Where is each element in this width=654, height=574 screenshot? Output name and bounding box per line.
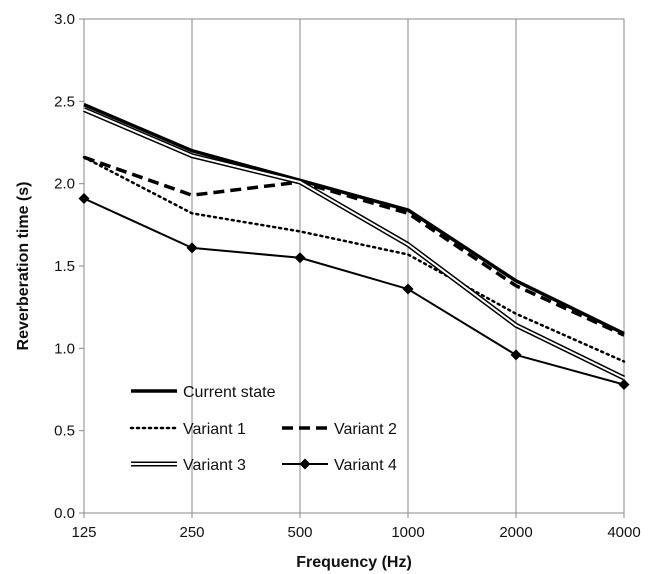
legend-item: Current state bbox=[131, 384, 276, 401]
x-tick-label: 250 bbox=[179, 524, 204, 541]
legend-label: Variant 4 bbox=[334, 457, 397, 474]
x-tick-label: 4000 bbox=[607, 524, 640, 541]
x-tick-labels: 125 250 500 1000 2000 4000 bbox=[71, 524, 640, 541]
x-tick-label: 1000 bbox=[391, 524, 424, 541]
data-point-diamond bbox=[78, 192, 90, 204]
legend-label: Variant 1 bbox=[183, 421, 246, 438]
legend-item: Variant 1 bbox=[129, 421, 246, 438]
y-tick-label: 0.0 bbox=[54, 505, 75, 522]
series-3 bbox=[83, 155, 625, 337]
legend: Current state Variant 1 Variant 2 Variant 3… bbox=[129, 384, 397, 474]
legend-marker-diamond bbox=[299, 458, 311, 470]
legend-item: Variant 2 bbox=[282, 421, 397, 438]
y-tick-label: 2.0 bbox=[54, 176, 75, 193]
series-line-inner bbox=[83, 108, 625, 379]
data-point-diamond bbox=[402, 283, 414, 295]
series-4 bbox=[83, 107, 626, 381]
legend-item: Variant 4 bbox=[282, 457, 397, 474]
series-line bbox=[83, 103, 625, 336]
legend-label: Variant 2 bbox=[334, 421, 397, 438]
y-tick-labels: 0.0 0.5 1.0 1.5 2.0 2.5 3.0 bbox=[54, 11, 75, 522]
data-point-diamond bbox=[294, 252, 306, 264]
y-tick-label: 0.5 bbox=[54, 423, 75, 440]
series-line bbox=[83, 155, 625, 337]
legend-item: Variant 3 bbox=[131, 457, 246, 474]
data-point-diamond bbox=[186, 242, 198, 254]
x-axis-title: Frequency (Hz) bbox=[296, 554, 412, 571]
x-tick-label: 125 bbox=[71, 524, 96, 541]
series-2 bbox=[82, 156, 626, 363]
y-tick-label: 3.0 bbox=[54, 11, 75, 28]
chart-grid bbox=[79, 18, 625, 518]
y-tick-label: 1.5 bbox=[54, 258, 75, 275]
series-line bbox=[83, 197, 625, 386]
legend-label: Current state bbox=[183, 384, 276, 401]
y-axis-title: Reverberation time (s) bbox=[15, 182, 32, 351]
data-point-diamond bbox=[510, 349, 522, 361]
x-tick-label: 2000 bbox=[499, 524, 532, 541]
data-point-diamond bbox=[618, 379, 630, 391]
series-layer bbox=[78, 103, 630, 391]
x-tick-label: 500 bbox=[287, 524, 312, 541]
plot-frame bbox=[83, 18, 625, 514]
legend-label: Variant 3 bbox=[183, 457, 246, 474]
series-line bbox=[82, 156, 626, 363]
series-1 bbox=[83, 103, 625, 336]
series-5 bbox=[78, 192, 630, 391]
y-tick-label: 1.0 bbox=[54, 340, 75, 357]
y-tick-label: 2.5 bbox=[54, 93, 75, 110]
